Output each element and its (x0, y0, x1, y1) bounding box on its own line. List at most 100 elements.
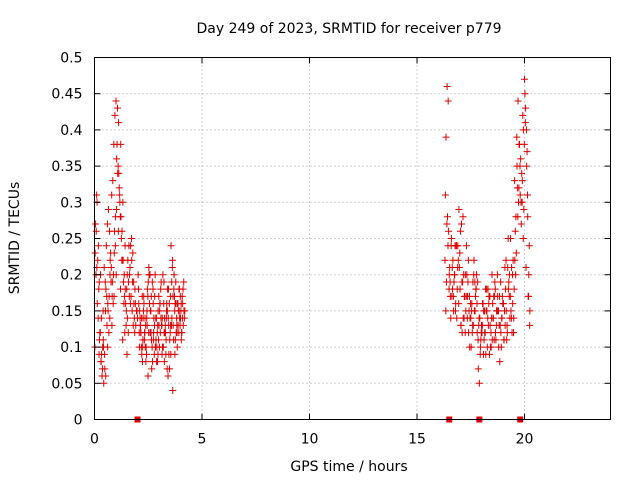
data-point (142, 358, 150, 366)
data-point (488, 271, 496, 279)
data-point (462, 292, 470, 300)
data-point (521, 119, 529, 127)
data-point (460, 271, 468, 279)
data-point (126, 271, 134, 279)
data-point (120, 300, 128, 308)
data-point (115, 184, 123, 192)
data-point (172, 300, 180, 308)
data-point (160, 329, 168, 337)
data-point (503, 321, 511, 329)
data-point (447, 242, 455, 250)
data-point (517, 220, 525, 228)
data-point (443, 82, 451, 90)
data-point (455, 206, 463, 214)
data-point (525, 292, 533, 300)
data-point (507, 314, 515, 322)
data-point (498, 314, 506, 322)
data-point (507, 307, 515, 315)
data-point (522, 263, 530, 271)
data-point (139, 343, 147, 351)
data-point (173, 343, 181, 351)
data-point (128, 256, 136, 264)
data-point (115, 119, 123, 127)
data-point (484, 314, 492, 322)
data-point (148, 365, 156, 373)
data-point (175, 307, 183, 315)
data-point (477, 329, 485, 337)
data-point (522, 104, 530, 112)
y-tick-label: 0.25 (51, 232, 82, 248)
data-point (119, 336, 127, 344)
data-point (516, 191, 524, 199)
data-point (95, 285, 103, 293)
data-point (143, 307, 151, 315)
data-point (104, 206, 112, 214)
data-point (468, 329, 476, 337)
data-point (497, 278, 505, 286)
data-point (151, 271, 159, 279)
data-point (110, 292, 118, 300)
data-point (117, 235, 125, 242)
data-point (502, 285, 510, 293)
data-point (126, 263, 134, 271)
data-point (514, 213, 522, 221)
data-point (95, 350, 103, 358)
data-point (501, 307, 509, 315)
data-point (454, 263, 462, 271)
data-point (107, 263, 115, 271)
data-point (464, 256, 472, 264)
data-point (114, 227, 122, 235)
data-point (164, 372, 172, 380)
data-point (119, 198, 127, 206)
data-point (442, 307, 450, 315)
data-point (166, 329, 174, 337)
data-point (111, 111, 119, 119)
data-point (453, 285, 461, 293)
data-point (444, 97, 452, 105)
data-point (101, 307, 109, 315)
data-point (501, 263, 509, 271)
y-tick-label: 0.05 (51, 376, 82, 392)
data-point (137, 321, 145, 329)
data-point (458, 220, 466, 228)
data-point (141, 329, 149, 337)
data-point (114, 104, 122, 112)
data-point (121, 329, 129, 337)
data-point (160, 358, 168, 366)
data-point (109, 177, 117, 185)
data-point (521, 75, 528, 83)
data-point (442, 133, 450, 141)
data-point (458, 278, 466, 286)
data-point (445, 227, 453, 235)
data-point (135, 285, 143, 293)
data-point (174, 321, 182, 329)
data-point (127, 235, 135, 242)
data-point (102, 242, 110, 250)
data-point (475, 379, 483, 387)
data-point (444, 213, 452, 221)
data-point (160, 278, 168, 286)
data-point (443, 220, 451, 228)
data-point (164, 285, 172, 293)
data-point (496, 292, 504, 300)
data-point (526, 321, 534, 329)
data-point (156, 300, 164, 308)
data-point (509, 300, 517, 308)
y-tick-label: 0.1 (60, 340, 82, 356)
data-point (510, 329, 518, 337)
x-axis-label: GPS time / hours (290, 459, 407, 475)
data-point (143, 285, 151, 293)
data-point (485, 300, 493, 308)
data-point (474, 365, 482, 373)
data-point (468, 307, 476, 315)
x-tick-label: 15 (408, 432, 426, 448)
data-point (106, 271, 114, 279)
data-point (169, 256, 177, 264)
data-point (499, 300, 507, 308)
data-point (471, 292, 479, 300)
y-tick-label: 0.35 (51, 159, 82, 175)
data-point (112, 206, 120, 214)
data-point (92, 220, 100, 228)
data-point (523, 148, 531, 156)
